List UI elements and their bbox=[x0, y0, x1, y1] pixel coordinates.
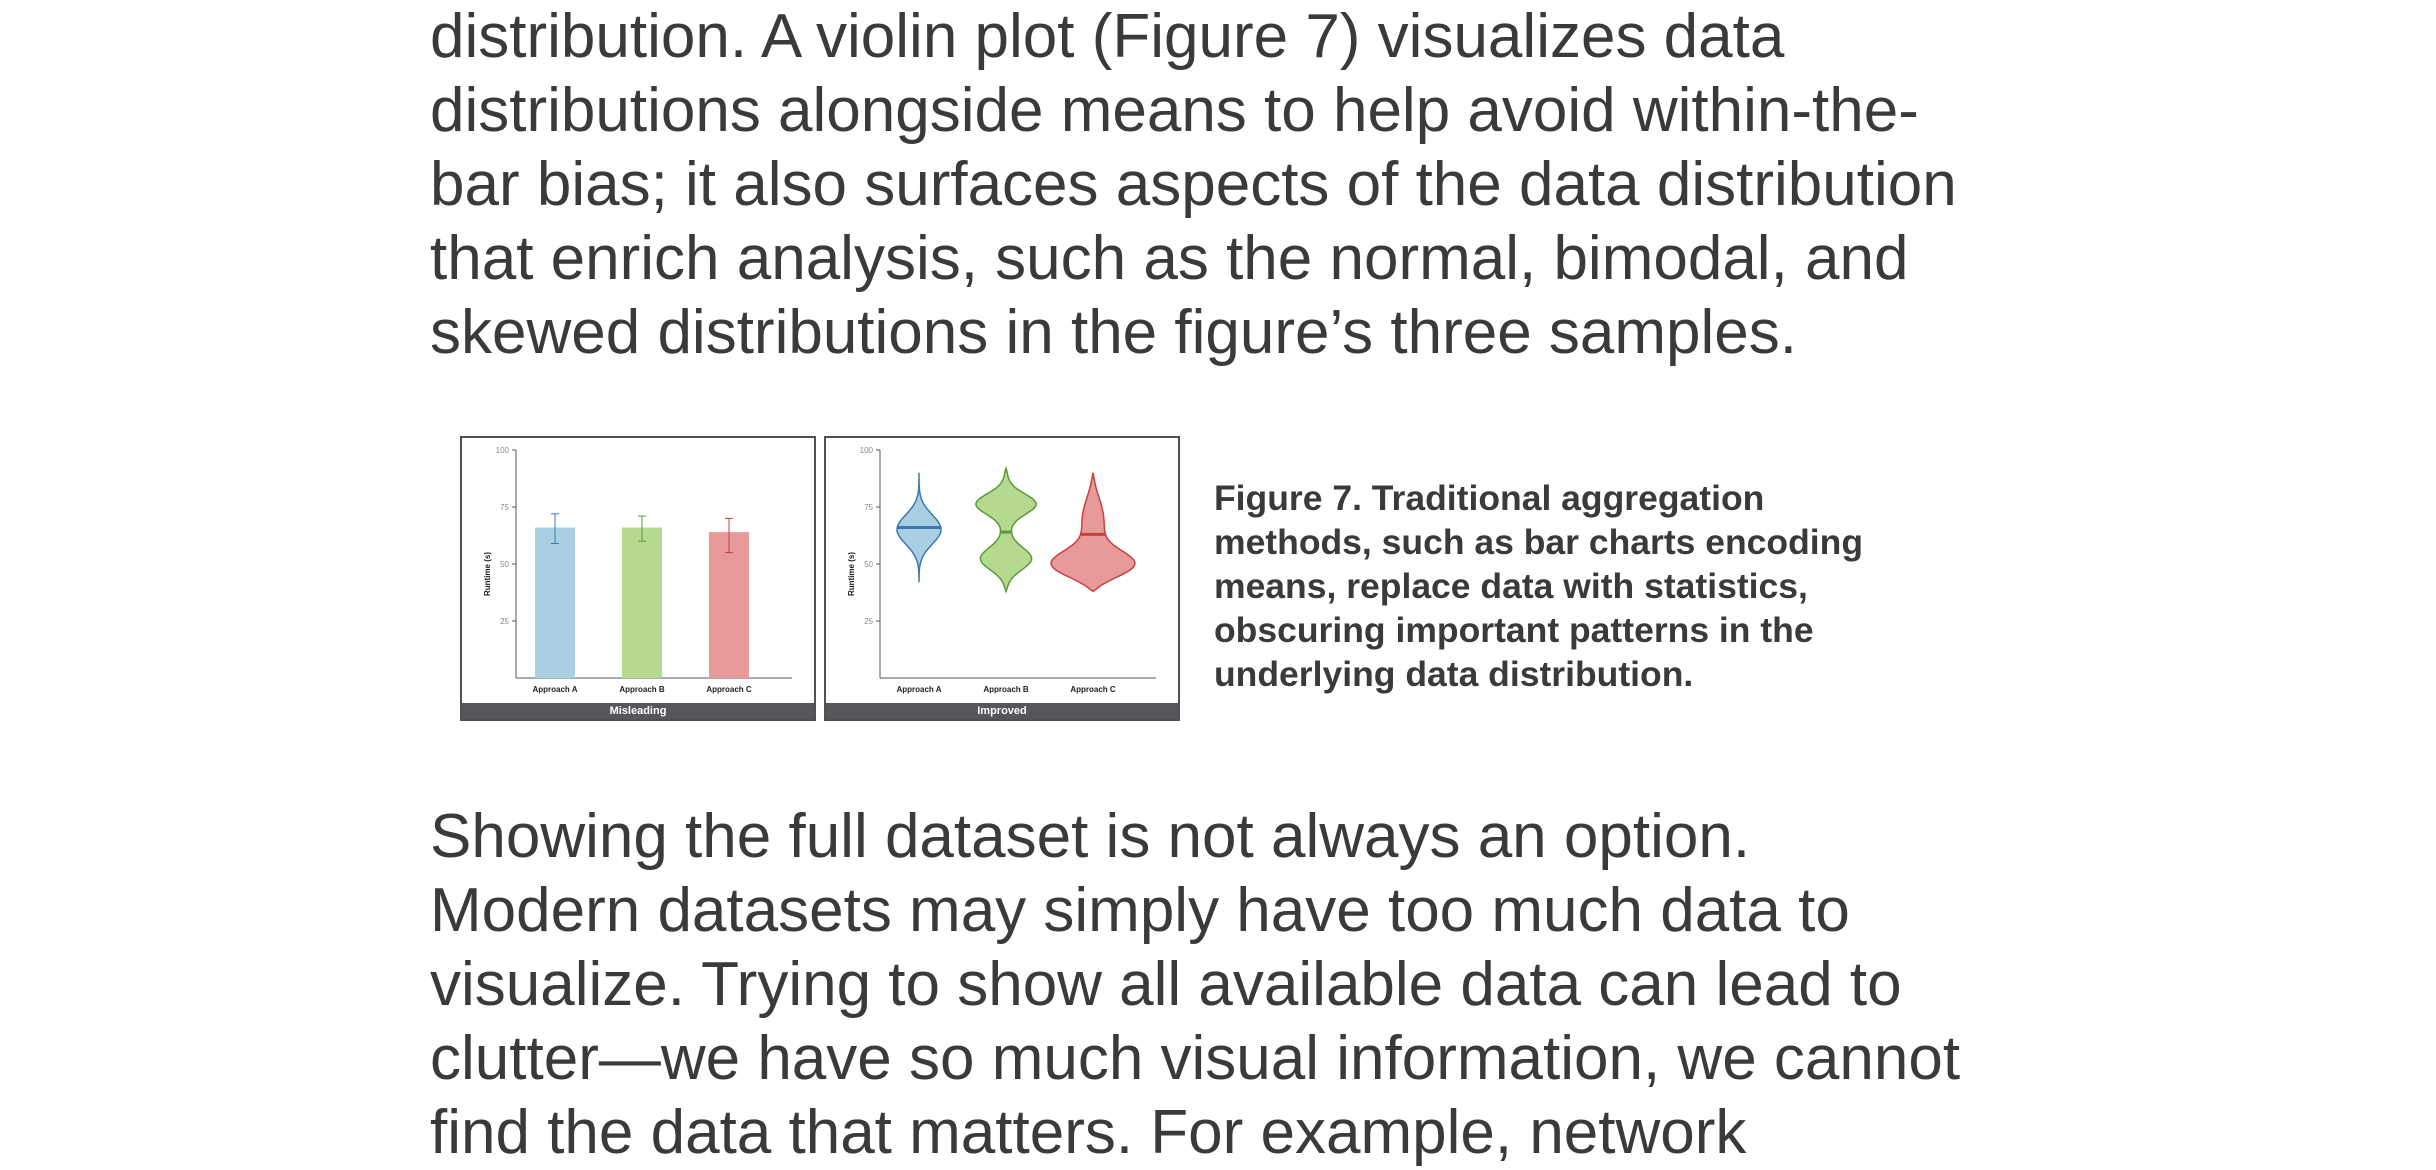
body-paragraph-1: distribution. A violin plot (Figure 7) v… bbox=[430, 0, 2030, 370]
bar bbox=[535, 527, 575, 678]
text-line: that enrich analysis, such as the normal… bbox=[430, 224, 1909, 293]
bar bbox=[622, 527, 662, 678]
x-category-label: Approach A bbox=[896, 685, 941, 694]
y-tick-label: 100 bbox=[496, 446, 510, 455]
text-line: distributions alongside means to help av… bbox=[430, 76, 1919, 145]
violin-chart: 25 50 75 100 Runtime (s) Approach A Approach B… bbox=[847, 446, 1156, 694]
y-axis-label: Runtime (s) bbox=[847, 552, 856, 596]
violin-shape bbox=[1050, 472, 1136, 593]
text-line: bar bias; it also surfaces aspects of th… bbox=[430, 150, 1957, 219]
body-paragraph-2: Showing the full dataset is not always a… bbox=[430, 800, 2030, 1170]
caption-line: underlying data distribution. bbox=[1214, 654, 1694, 694]
caption-line: obscuring important patterns in the bbox=[1214, 610, 1814, 650]
y-tick-label: 50 bbox=[500, 560, 509, 569]
y-tick-label: 50 bbox=[864, 560, 873, 569]
x-category-label: Approach B bbox=[619, 685, 665, 694]
text-line: distribution. A violin plot (Figure 7) v… bbox=[430, 2, 1785, 71]
caption-line: Figure 7. Traditional aggregation bbox=[1214, 478, 1765, 518]
y-tick-label: 100 bbox=[860, 446, 874, 455]
panel-footer-improved: Improved bbox=[826, 703, 1178, 719]
text-line: Showing the full dataset is not always a… bbox=[430, 802, 1751, 871]
y-tick-label: 75 bbox=[500, 503, 509, 512]
x-category-label: Approach A bbox=[532, 685, 577, 694]
y-tick-label: 75 bbox=[864, 503, 873, 512]
x-category-label: Approach C bbox=[1070, 685, 1116, 694]
text-line: Modern datasets may simply have too much… bbox=[430, 876, 1850, 945]
x-category-label: Approach B bbox=[983, 685, 1029, 694]
text-line: find the data that matters. For example,… bbox=[430, 1098, 1747, 1167]
caption-line: methods, such as bar charts encoding bbox=[1214, 522, 1864, 562]
figure-caption: Figure 7. Traditional aggregation method… bbox=[1214, 476, 1974, 696]
x-category-label: Approach C bbox=[706, 685, 752, 694]
text-line: skewed distributions in the figure’s thr… bbox=[430, 298, 1797, 367]
violin-chart-panel: 25 50 75 100 Runtime (s) Approach A Approach B… bbox=[824, 436, 1180, 721]
bar-chart: 25 50 75 100 Runtime (s) Approach A Approach B… bbox=[483, 446, 792, 694]
bar-chart-panel: 25 50 75 100 Runtime (s) Approach A Approach B… bbox=[460, 436, 816, 721]
y-tick-label: 25 bbox=[864, 617, 873, 626]
bar bbox=[709, 532, 749, 678]
violin-shape bbox=[975, 465, 1037, 594]
panel-footer-misleading: Misleading bbox=[462, 703, 814, 719]
text-line: clutter—we have so much visual informati… bbox=[430, 1024, 1961, 1093]
y-tick-label: 25 bbox=[500, 617, 509, 626]
caption-line: means, replace data with statistics, bbox=[1214, 566, 1808, 606]
y-axis-label: Runtime (s) bbox=[483, 552, 492, 596]
text-line: visualize. Trying to show all available … bbox=[430, 950, 1902, 1019]
